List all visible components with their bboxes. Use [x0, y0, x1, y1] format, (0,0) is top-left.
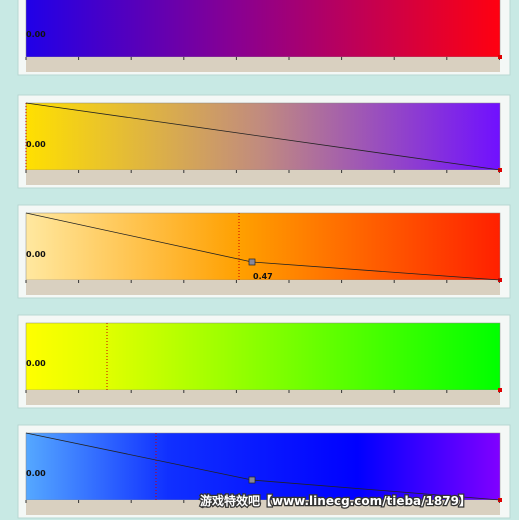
- value-label: 0.00: [26, 469, 46, 478]
- curve: [25, 102, 501, 171]
- value-label: 0.00: [26, 250, 46, 259]
- gradient-area: [25, 432, 501, 501]
- curve-handle: [248, 476, 256, 484]
- marker-label: 0.47: [253, 272, 273, 281]
- bottom-strip: [26, 390, 500, 405]
- value-label: 0.00: [26, 359, 46, 368]
- end-key: [498, 55, 502, 59]
- bottom-strip: [26, 57, 500, 72]
- watermark: 游戏特效吧【www.linecg.com/tieba/1879】: [200, 493, 471, 508]
- gradient-area: [25, 0, 501, 58]
- gradient-area: [25, 322, 501, 391]
- end-key: [498, 388, 502, 392]
- bottom-strip: [26, 280, 500, 295]
- bottom-strip: [26, 500, 500, 515]
- curve-handle: [248, 258, 256, 266]
- value-label: 0.00: [26, 140, 46, 149]
- bottom-strip: [26, 170, 500, 185]
- gradient-area: [25, 212, 501, 281]
- value-label: 0.00: [26, 30, 46, 39]
- panels: 0.00 0.00 0.00 0.47 0.00 0.00: [17, 0, 511, 519]
